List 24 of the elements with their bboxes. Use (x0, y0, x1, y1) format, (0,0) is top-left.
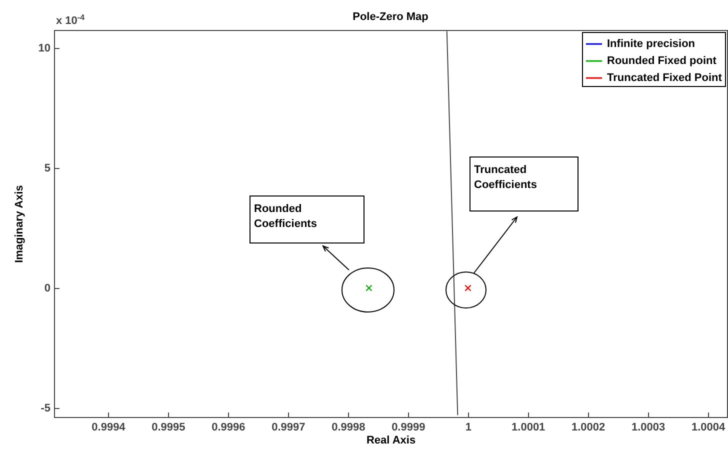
x-axis-title: Real Axis (366, 434, 416, 446)
chart-title: Pole-Zero Map (352, 11, 429, 23)
x-tick-label: 0.9998 (332, 422, 366, 434)
x-tick-label: 1.0002 (572, 422, 606, 434)
annotation: Rounded Coefficients (254, 203, 317, 230)
x-tick-label: 1.0003 (631, 422, 666, 434)
legend-label: Rounded Fixed point (607, 55, 717, 67)
y-tick-label: -5 (40, 402, 50, 414)
x-tick-label: 1.0001 (512, 422, 546, 434)
x-tick-label: 1.0004 (691, 422, 726, 434)
x-tick-label: 0.9994 (92, 422, 126, 434)
legend-label: Truncated Fixed Point (607, 72, 722, 84)
y-tick-label: 0 (44, 282, 50, 294)
x-tick-label: 0.9997 (272, 422, 306, 434)
y-tick-label: 10 (38, 42, 50, 54)
y-tick-label: 5 (44, 162, 50, 174)
x-tick-label: 1 (465, 422, 472, 434)
annotation: Truncated Coefficients (474, 164, 537, 191)
text: x 10$^{-4}$ (56, 12, 86, 27)
x-tick-label: 0.9995 (152, 422, 186, 434)
legend-label: Infinite precision (607, 38, 696, 50)
y-axis-title: Imaginary Axis (13, 185, 26, 263)
x-tick-label: 0.9999 (392, 422, 426, 434)
x-tick-label: 0.9996 (212, 422, 246, 434)
